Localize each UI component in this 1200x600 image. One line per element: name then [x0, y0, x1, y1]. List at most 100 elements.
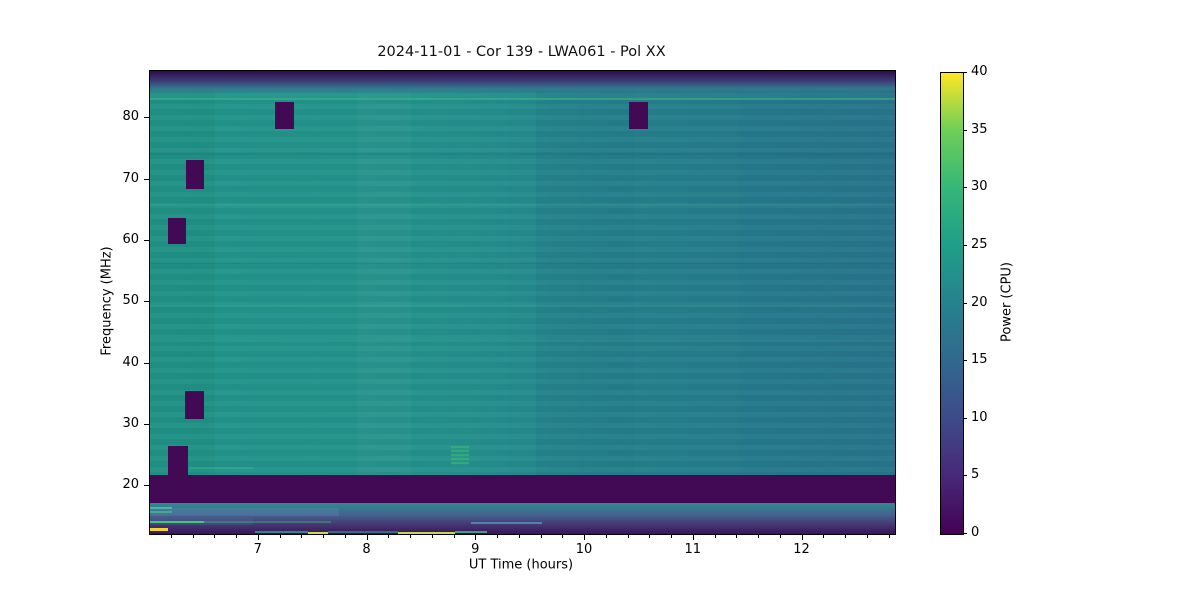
- rfi-flagged-blob: [168, 445, 189, 476]
- chart-title: 2024-11-01 - Cor 139 - LWA061 - Pol XX: [377, 44, 666, 60]
- bottom-region: [150, 503, 895, 534]
- faint-column: [357, 71, 411, 534]
- x-minor-tick: [236, 535, 237, 538]
- bottom-line: [255, 530, 308, 533]
- x-minor-tick: [649, 535, 651, 538]
- x-major-tick: [475, 535, 477, 540]
- y-tick-label: 60: [122, 231, 139, 247]
- x-minor-tick: [736, 535, 738, 538]
- colorbar-tick: [963, 360, 967, 362]
- top-edge-dark-band: [150, 71, 895, 94]
- x-tick-label: 11: [684, 542, 702, 557]
- faint-column: [634, 71, 737, 534]
- rfi-flagged-blob: [628, 102, 649, 129]
- colorbar-tick: [963, 302, 967, 304]
- bottom-line: [307, 531, 329, 534]
- faint-column: [536, 71, 634, 534]
- colorbar-tick-label: 25: [971, 236, 988, 252]
- colorbar-tick: [963, 72, 967, 73]
- rfi-flagged-blob: [275, 102, 294, 129]
- x-minor-tick: [388, 535, 390, 538]
- x-minor-tick: [192, 535, 194, 538]
- bottom-line: [470, 522, 542, 525]
- x-major-tick: [692, 535, 694, 540]
- x-tick-label: 8: [362, 542, 371, 557]
- colorbar-label: Power (CPU): [999, 261, 1015, 343]
- y-tick-label: 30: [122, 415, 139, 431]
- y-tick-label: 80: [122, 109, 139, 125]
- x-axis-label: UT Time (hours): [468, 557, 574, 573]
- faint-row: [150, 151, 895, 155]
- bottom-line: [150, 510, 172, 513]
- y-axis-label: Frequency (MHz): [99, 246, 115, 356]
- rfi-flagged-blob: [185, 159, 205, 189]
- bottom-line: [150, 506, 172, 509]
- bottom-line: [397, 531, 455, 534]
- colorbar-tick: [963, 129, 967, 131]
- x-minor-tick: [671, 535, 673, 538]
- x-minor-tick: [431, 535, 433, 538]
- x-major-tick: [584, 535, 586, 540]
- faint-row: [150, 204, 895, 207]
- x-minor-tick: [888, 535, 890, 538]
- x-minor-tick: [497, 535, 499, 538]
- faint-row: [150, 305, 895, 308]
- rfi-flagged-blob: [184, 391, 205, 419]
- colorbar-tick: [963, 533, 967, 534]
- x-minor-tick: [758, 535, 760, 538]
- colorbar-tick: [963, 244, 967, 246]
- spectrogram-plot: [149, 70, 896, 535]
- x-major-tick: [257, 535, 259, 540]
- x-major-tick: [366, 535, 368, 540]
- bright-line-83mhz: [150, 97, 895, 100]
- bottom-strip: [150, 507, 340, 516]
- colorbar-tick-label: 40: [971, 64, 988, 79]
- x-minor-tick: [170, 535, 172, 538]
- x-minor-tick: [779, 535, 781, 538]
- x-minor-tick: [845, 535, 847, 538]
- y-tick-label: 70: [122, 170, 139, 186]
- colorbar: [940, 72, 964, 535]
- x-minor-tick: [518, 535, 520, 538]
- x-minor-tick: [214, 535, 216, 538]
- x-minor-tick: [714, 535, 716, 538]
- x-tick-label: 10: [575, 542, 593, 557]
- colorbar-tick-label: 35: [971, 121, 988, 137]
- y-tick-label: 20: [122, 477, 139, 493]
- x-minor-tick: [823, 535, 825, 538]
- bottom-line: [204, 521, 331, 524]
- faint-column: [737, 71, 895, 534]
- y-tick-label: 40: [122, 354, 139, 370]
- x-minor-tick: [279, 535, 281, 538]
- colorbar-tick: [963, 475, 967, 477]
- bright-patch: [451, 446, 469, 466]
- flagged-band: [150, 475, 895, 504]
- x-minor-tick: [410, 535, 412, 538]
- faint-row: [150, 262, 895, 265]
- colorbar-tick-label: 15: [971, 352, 988, 368]
- colorbar-tick-label: 5: [971, 467, 980, 483]
- x-minor-tick: [866, 535, 868, 538]
- bottom-line: [454, 531, 488, 534]
- x-minor-tick: [323, 535, 324, 538]
- x-tick-label: 9: [471, 542, 480, 557]
- x-tick-label: 12: [793, 542, 810, 557]
- x-minor-tick: [562, 535, 564, 538]
- colorbar-tick-label: 20: [971, 294, 988, 310]
- faint-row: [190, 466, 254, 469]
- rfi-flagged-blob: [168, 218, 186, 244]
- colorbar-tick-label: 0: [971, 525, 980, 540]
- x-tick-label: 7: [253, 542, 262, 557]
- colorbar-tick-label: 30: [971, 179, 988, 195]
- colorbar-tick: [963, 417, 967, 419]
- x-minor-tick: [540, 535, 542, 538]
- x-minor-tick: [605, 535, 607, 538]
- x-minor-tick: [627, 535, 629, 538]
- noise-banding-overlay: [150, 71, 895, 534]
- x-minor-tick: [453, 535, 455, 538]
- colorbar-tick-label: 10: [971, 409, 988, 425]
- bottom-line: [150, 521, 205, 524]
- bottom-line: [150, 527, 169, 531]
- x-minor-tick: [344, 535, 346, 538]
